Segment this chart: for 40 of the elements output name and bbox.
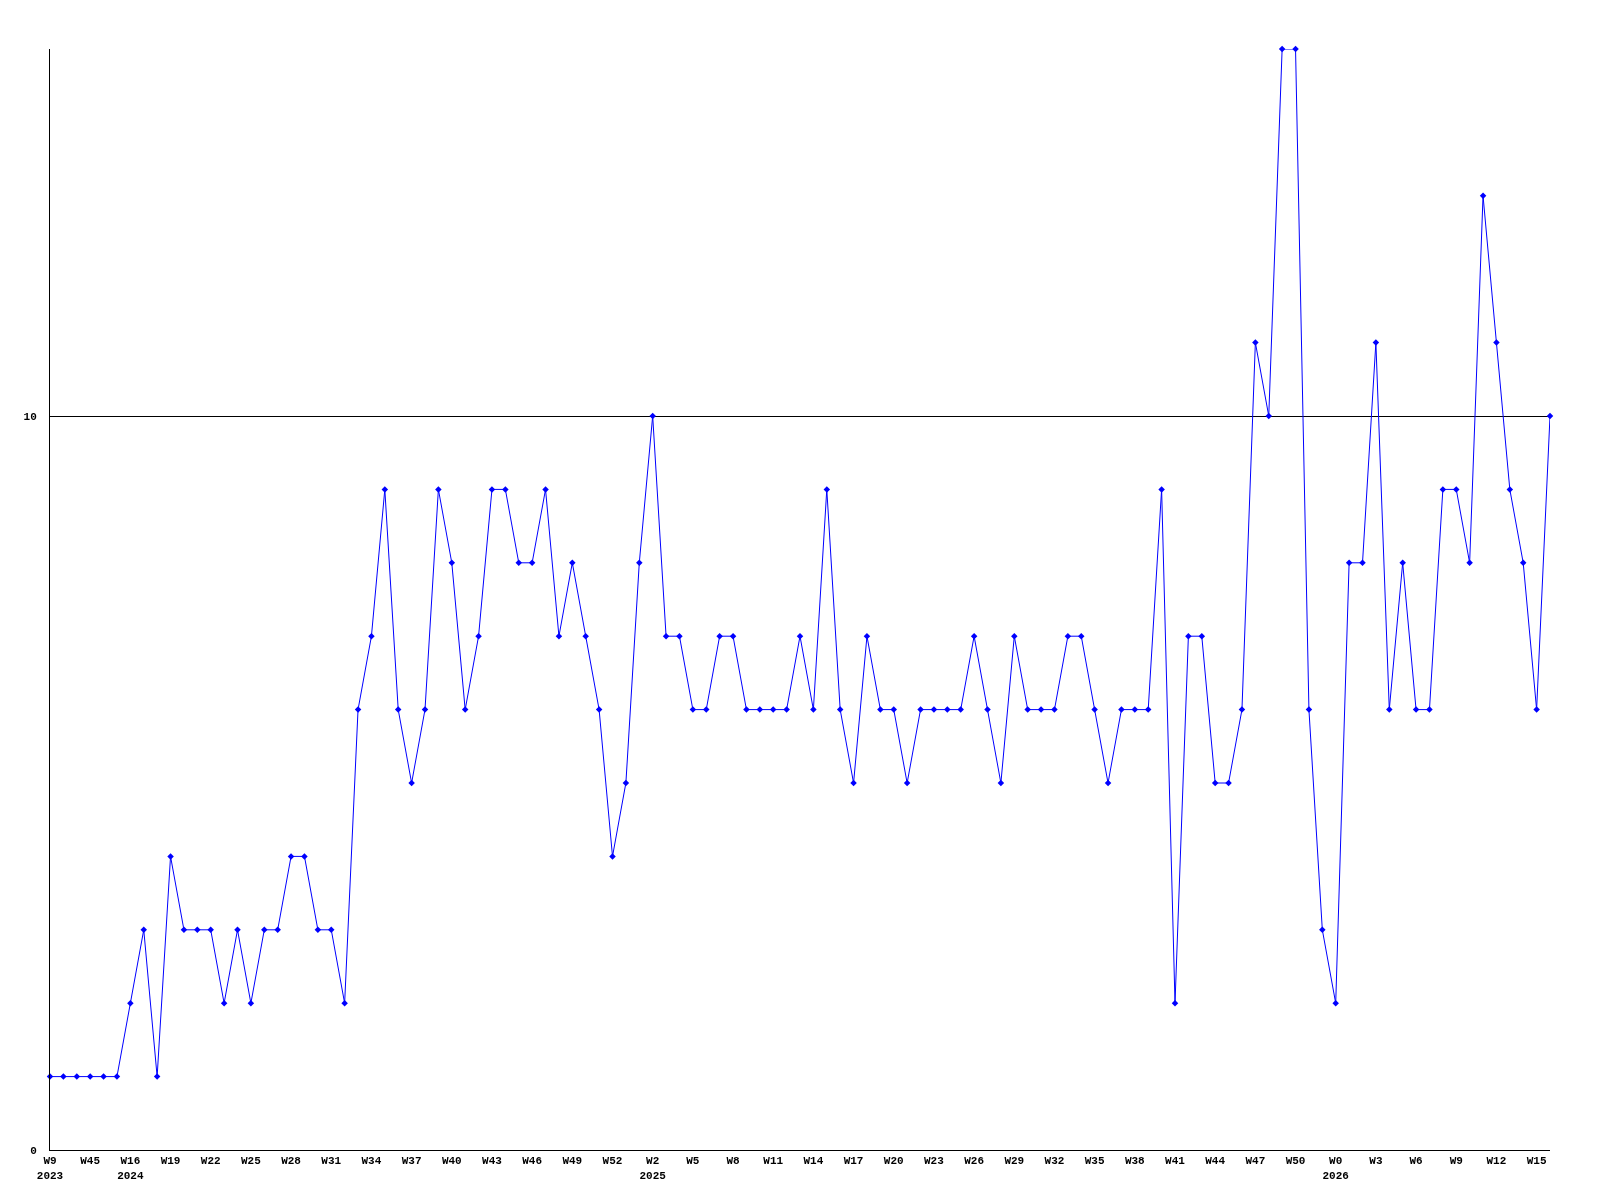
x-tick-label: W26	[964, 1155, 985, 1168]
x-tick-label: W29	[1004, 1155, 1025, 1168]
x-tick-label: W43	[482, 1155, 503, 1168]
x-tick-label: W44	[1205, 1155, 1226, 1168]
x-tick-label: W15	[1526, 1155, 1547, 1168]
x-tick-label: W46	[522, 1155, 543, 1168]
x-tick-label: W34	[361, 1155, 382, 1168]
x-tick-label: W8	[726, 1155, 741, 1168]
x-tick-label: W6	[1409, 1155, 1423, 1168]
x-tick-label: W31	[321, 1155, 342, 1168]
x-tick-label: W9 2023	[36, 1155, 64, 1182]
x-tick-label: W32	[1044, 1155, 1065, 1168]
x-tick-label: W0 2026	[1322, 1155, 1349, 1182]
y-tick-label: 0	[30, 1144, 37, 1157]
x-tick-label: W28	[281, 1155, 302, 1168]
x-tick-label: W23	[924, 1155, 945, 1168]
x-tick-label: W16 2024	[117, 1155, 144, 1182]
x-tick-label: W41	[1165, 1155, 1186, 1168]
x-tick-label: W22	[200, 1155, 221, 1168]
x-tick-label: W50	[1285, 1155, 1306, 1168]
x-tick-label: W38	[1124, 1155, 1146, 1168]
x-tick-label: W17	[843, 1155, 864, 1168]
x-tick-label: W3	[1369, 1155, 1383, 1168]
x-tick-label: W11	[763, 1155, 784, 1168]
x-tick-label: W49	[562, 1155, 583, 1168]
x-tick-label: W5	[686, 1155, 700, 1168]
x-tick-label: W45	[80, 1155, 101, 1168]
x-tick-label: W9	[1449, 1155, 1463, 1168]
x-tick-label: W40	[441, 1155, 462, 1168]
x-tick-label: W14	[803, 1155, 824, 1168]
x-tick-label: W37	[401, 1155, 422, 1168]
x-tick-label: W25	[240, 1155, 262, 1168]
x-tick-label: W20	[883, 1155, 904, 1168]
y-tick-label: 10	[23, 410, 37, 423]
x-tick-label: W35	[1084, 1155, 1105, 1168]
x-tick-label: W52	[602, 1155, 623, 1168]
x-tick-label: W19	[160, 1155, 181, 1168]
x-tick-label: W47	[1245, 1155, 1266, 1168]
x-tick-label: W12	[1486, 1155, 1507, 1168]
x-tick-label: W2 2025	[639, 1155, 667, 1182]
